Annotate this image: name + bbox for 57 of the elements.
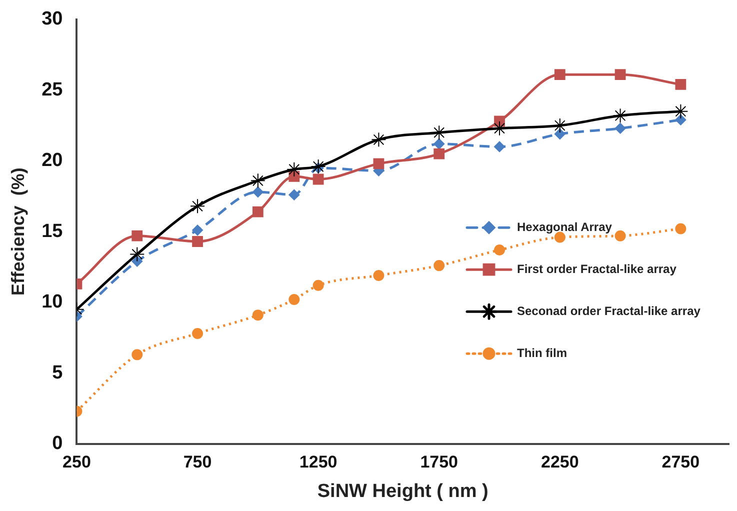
point [132,230,143,242]
legend-label: Hexagonal Array [517,220,612,234]
point [614,69,626,80]
point [132,256,143,267]
point [373,158,384,170]
x-tick-label: 2250 [540,452,579,472]
y-tick-label: 0 [52,433,63,454]
point [554,69,566,80]
point [252,310,264,321]
point [675,114,686,126]
point [192,224,204,236]
point [554,128,566,140]
x-tick-label: 1750 [420,452,458,472]
point [312,280,324,291]
point [190,198,206,214]
point [373,270,384,281]
point [310,159,326,174]
legend-label: Seconad order Fractal-like array [517,304,701,318]
point [494,141,505,152]
x-tick-label: 250 [62,452,91,472]
point [192,236,203,247]
y-tick-label: 20 [42,150,63,172]
point [494,244,505,256]
point [132,349,143,360]
y-tick-label: 25 [42,79,64,100]
point [432,125,447,140]
point [192,328,204,339]
y-tick-label: 5 [52,362,64,384]
point [673,104,688,119]
point [492,120,507,136]
point [252,186,264,198]
legend-label: Thin film [517,346,567,360]
y-tick-label: 30 [42,8,63,30]
point [312,174,324,185]
x-tick-label: 1250 [299,452,338,472]
point [434,138,445,150]
point [252,206,264,218]
point [434,148,445,160]
legend-label: First order Fractal-like array [517,262,677,276]
x-tick-label: 750 [183,452,212,472]
point [614,122,626,134]
point [288,189,300,200]
y-tick-label: 15 [42,220,64,242]
point [130,246,145,262]
y-axis-title: Effeciency (%) [8,168,28,296]
point [675,79,686,90]
y-tick-label: 10 [42,292,63,313]
x-tick-label: 2750 [662,452,700,472]
point [286,162,302,177]
point [675,223,686,234]
point [614,230,626,242]
point [288,294,300,306]
point [612,108,628,124]
point [250,173,266,188]
point [434,260,445,272]
point [371,132,386,148]
x-axis-title: SiNW Height ( nm ) [317,480,488,502]
